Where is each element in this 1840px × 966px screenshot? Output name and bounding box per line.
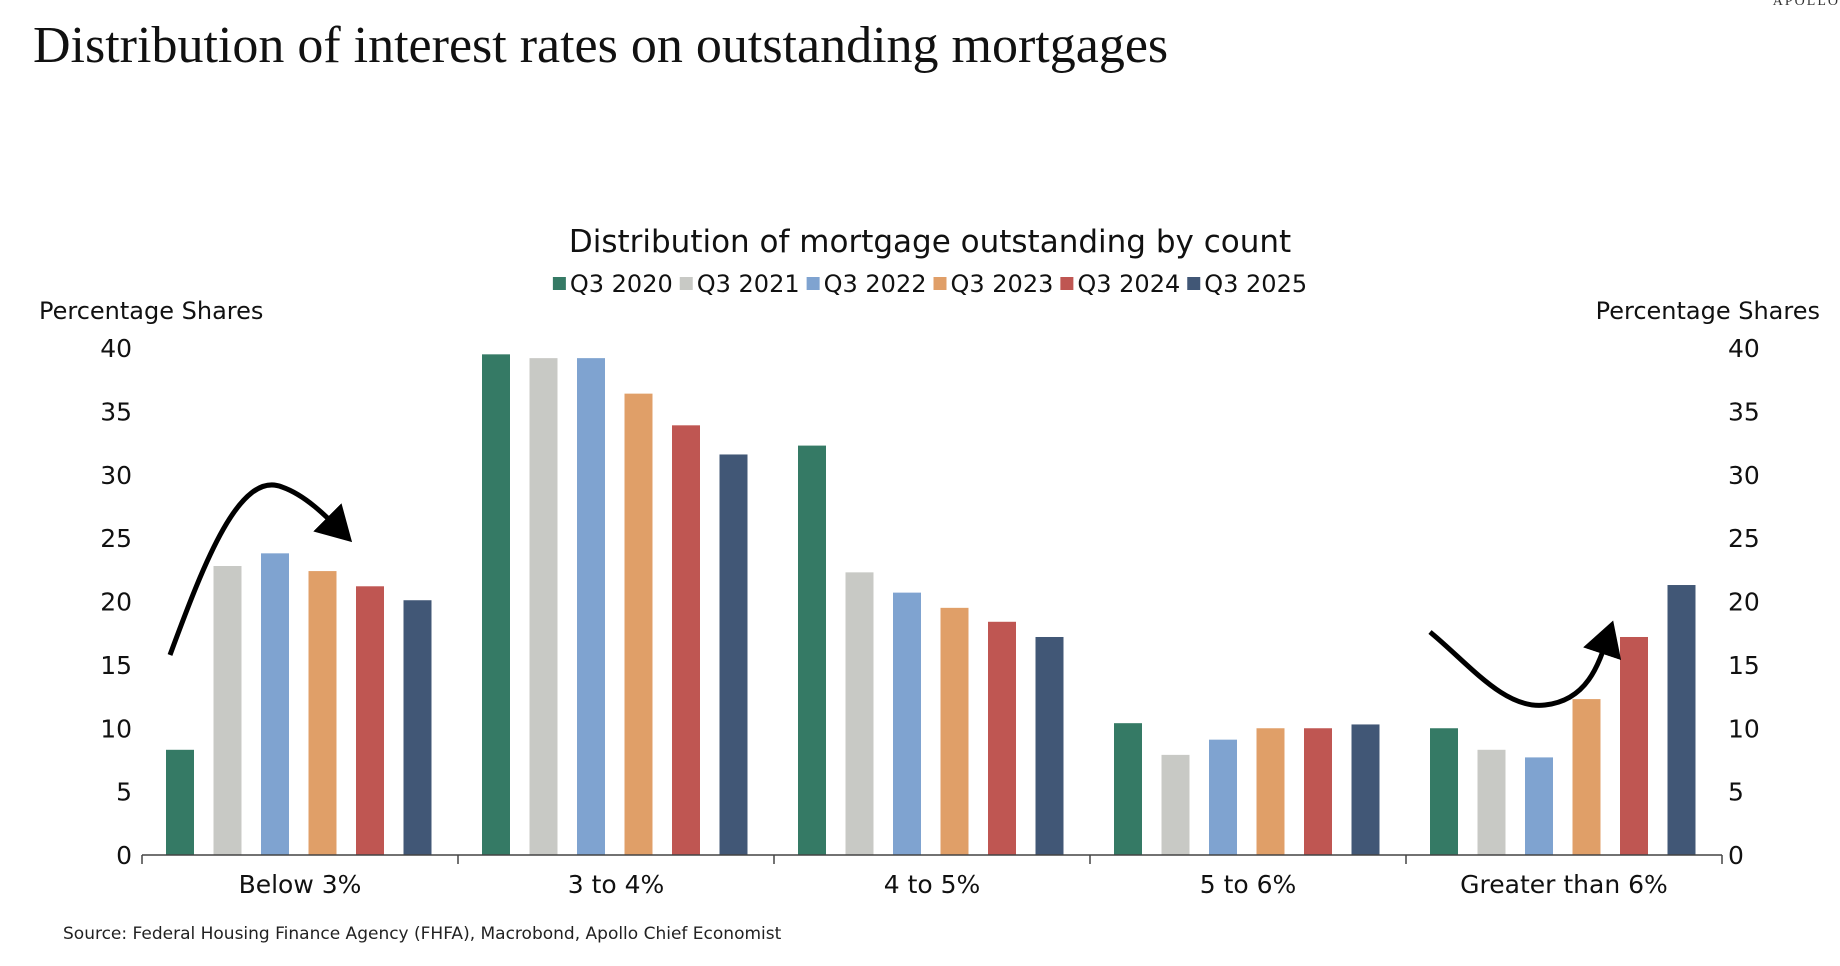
legend-swatch — [679, 277, 693, 290]
arrow-below-3pct — [167, 482, 353, 656]
bar-q3-2025-cat-2 — [1035, 636, 1064, 855]
y-tick-label-right: 0 — [1728, 841, 1744, 870]
y-tick-label-left: 40 — [100, 334, 132, 363]
bar-q3-2023-cat-3 — [1256, 728, 1285, 855]
y-axis-left: 0 5 10 15 20 25 30 35 40 — [100, 334, 132, 870]
y-tick-label-right: 35 — [1728, 397, 1760, 426]
y-tick-label-left: 25 — [100, 524, 132, 553]
legend-swatch — [933, 277, 947, 290]
y-tick-label-left: 35 — [100, 397, 132, 426]
x-tick-label: Greater than 6% — [1460, 870, 1668, 899]
bar-q3-2025-cat-0 — [403, 600, 432, 855]
bar-q3-2023-cat-0 — [308, 571, 337, 855]
bar-q3-2022-cat-0 — [261, 553, 289, 855]
y-tick-label-right: 15 — [1728, 651, 1760, 680]
legend-swatch — [1060, 277, 1074, 290]
bar-q3-2024-cat-4 — [1620, 636, 1648, 855]
legend-label: Q3 2020 — [570, 270, 673, 298]
legend-label: Q3 2022 — [824, 270, 927, 298]
y-tick-label-left: 0 — [116, 841, 132, 870]
bar-q3-2022-cat-3 — [1209, 739, 1237, 855]
y-tick-label-right: 40 — [1728, 334, 1760, 363]
legend-label: Q3 2023 — [951, 270, 1054, 298]
chart-title: Distribution of mortgage outstanding by … — [569, 224, 1291, 260]
y-tick-label-right: 30 — [1728, 461, 1760, 490]
source-note: Source: Federal Housing Finance Agency (… — [63, 924, 782, 944]
bars-group — [166, 354, 1696, 855]
bar-q3-2020-cat-1 — [482, 354, 510, 855]
y-axis-label-left: Percentage Shares — [39, 297, 263, 325]
bar-q3-2022-cat-2 — [893, 592, 921, 855]
legend-swatch — [806, 277, 820, 290]
bar-q3-2024-cat-1 — [672, 425, 700, 855]
bar-q3-2023-cat-1 — [624, 393, 653, 855]
legend-swatch — [552, 277, 566, 290]
bar-q3-2020-cat-0 — [166, 749, 194, 855]
bar-q3-2020-cat-4 — [1430, 728, 1458, 855]
arrow-greater-than-6pct — [1428, 620, 1622, 708]
annotation-arrows — [167, 482, 1622, 708]
y-tick-label-left: 30 — [100, 461, 132, 490]
bar-q3-2021-cat-1 — [529, 358, 558, 855]
x-axis: Below 3% 3 to 4% 4 to 5% 5 to 6% Greater tha… — [141, 854, 1723, 899]
apollo-logo: APOLLO — [1772, 0, 1840, 9]
bar-q3-2021-cat-2 — [845, 572, 874, 855]
x-tick-label: Below 3% — [239, 870, 362, 899]
y-tick-label-left: 15 — [100, 651, 132, 680]
bar-q3-2022-cat-1 — [577, 358, 605, 855]
page-title: Distribution of interest rates on outsta… — [33, 17, 1169, 74]
y-tick-label-left: 10 — [100, 714, 132, 743]
y-tick-label-right: 20 — [1728, 588, 1760, 617]
y-axis-right: 0 5 10 15 20 25 30 35 40 — [1728, 334, 1760, 870]
y-tick-label-left: 20 — [100, 588, 132, 617]
bar-q3-2021-cat-4 — [1477, 749, 1506, 855]
chart-legend: Q3 2020 Q3 2021 Q3 2022 Q3 2023 Q3 2024 Q3 20… — [552, 270, 1307, 298]
bar-q3-2020-cat-2 — [798, 445, 826, 855]
x-tick-label: 5 to 6% — [1200, 870, 1297, 899]
bar-q3-2021-cat-3 — [1161, 754, 1190, 855]
x-tick-label: 3 to 4% — [568, 870, 665, 899]
bar-q3-2025-cat-4 — [1667, 585, 1696, 855]
bar-q3-2024-cat-2 — [988, 621, 1016, 855]
legend-label: Q3 2025 — [1204, 270, 1307, 298]
y-tick-label-right: 25 — [1728, 524, 1760, 553]
bar-q3-2023-cat-2 — [940, 607, 969, 855]
bar-q3-2024-cat-3 — [1304, 728, 1332, 855]
bar-q3-2020-cat-3 — [1114, 723, 1142, 855]
bar-q3-2023-cat-4 — [1572, 699, 1601, 855]
x-tick-label: 4 to 5% — [884, 870, 981, 899]
legend-label: Q3 2021 — [697, 270, 800, 298]
bar-q3-2021-cat-0 — [213, 566, 242, 855]
y-axis-label-right: Percentage Shares — [1596, 297, 1820, 325]
bar-q3-2022-cat-4 — [1525, 757, 1553, 855]
y-tick-label-right: 5 — [1728, 778, 1744, 807]
bar-q3-2025-cat-3 — [1351, 724, 1380, 855]
bar-q3-2025-cat-1 — [719, 454, 748, 855]
legend-swatch — [1187, 277, 1201, 290]
y-tick-label-left: 5 — [116, 778, 132, 807]
bar-q3-2024-cat-0 — [356, 586, 384, 855]
y-tick-label-right: 10 — [1728, 714, 1760, 743]
legend-label: Q3 2024 — [1077, 270, 1180, 298]
